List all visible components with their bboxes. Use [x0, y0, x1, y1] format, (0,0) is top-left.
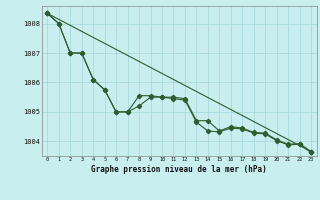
X-axis label: Graphe pression niveau de la mer (hPa): Graphe pression niveau de la mer (hPa)	[91, 165, 267, 174]
